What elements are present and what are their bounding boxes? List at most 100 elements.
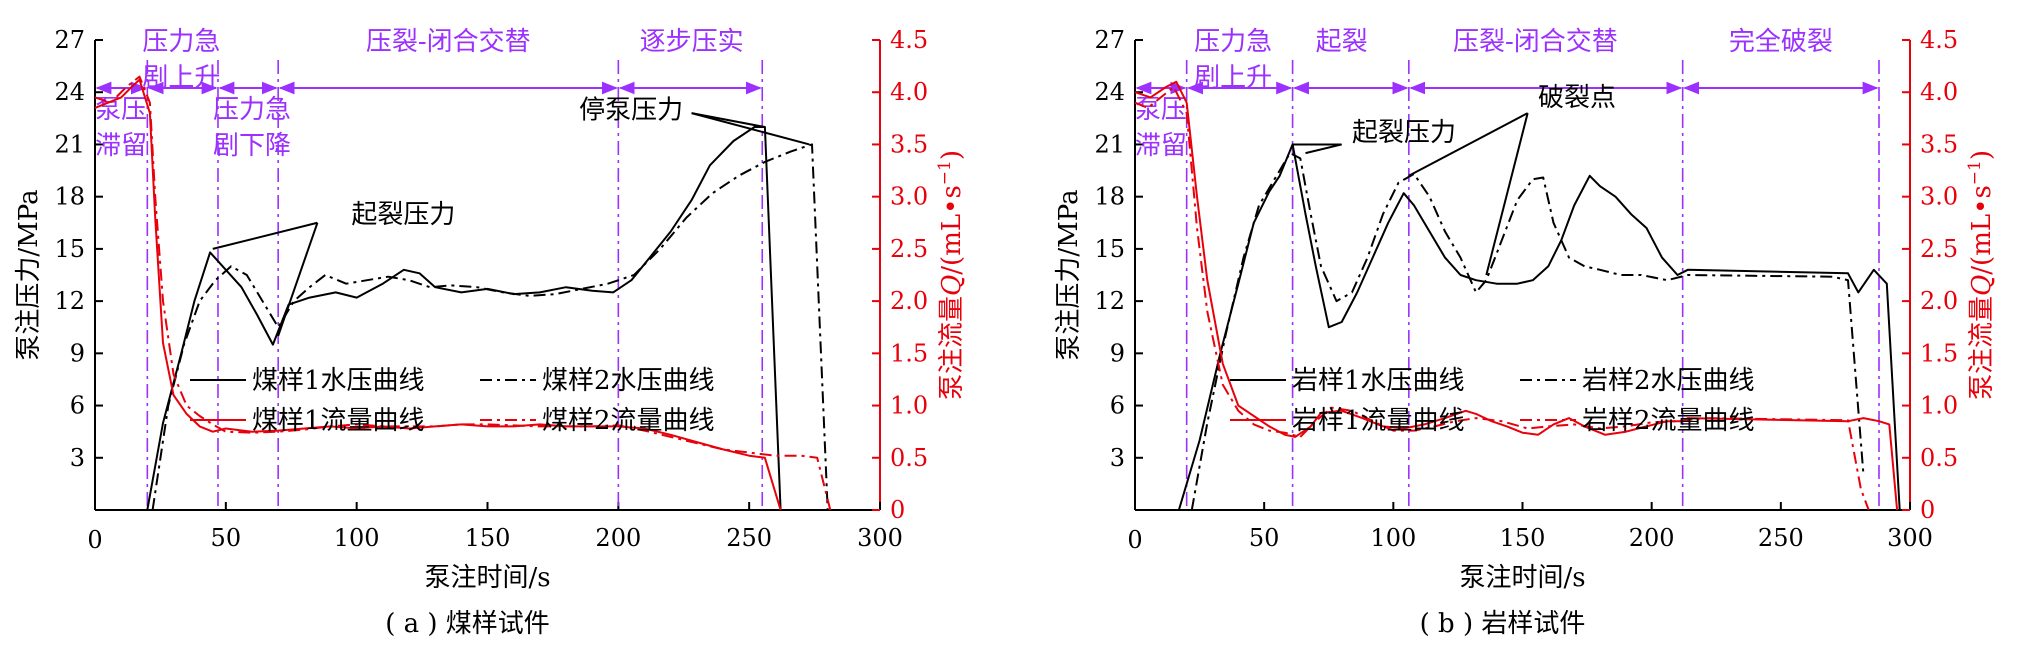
x-tick-label: 300 — [857, 524, 903, 552]
series-line-3 — [1134, 86, 1870, 511]
x-tick-label: 150 — [1500, 524, 1546, 552]
y2-axis-label-part: ) — [937, 150, 967, 160]
y2-axis-label-part: 泵注流量 — [937, 296, 967, 400]
legend-label: 岩样2流量曲线 — [1582, 406, 1755, 436]
y2-tick-label: 2.5 — [890, 235, 928, 263]
y2-tick-label: 2.0 — [1920, 287, 1958, 315]
stage-label-line2: 剧上升 — [142, 63, 220, 93]
legend-label: 煤样1水压曲线 — [252, 366, 425, 396]
y-tick-label: 6 — [1110, 392, 1125, 420]
panel-rock: 0 50 100 150 200 250 300 3 6 9 12 15 18 21 24 27 0 0.5 1.0… — [1054, 26, 1997, 639]
x-tick-label: 150 — [465, 524, 511, 552]
y-axis-label: 泵注压力/MPa — [1054, 189, 1084, 360]
stage-label: 压裂-闭合交替 — [1453, 27, 1618, 57]
y-tick-label: 15 — [54, 235, 85, 263]
y2-tick-label: 1.0 — [1920, 392, 1958, 420]
y2-axis-label: 泵注流量Q/(mL•s−1) — [935, 150, 967, 400]
y2-axis-label-part: Q — [1967, 275, 1997, 296]
y2-tick-label: 1.5 — [1920, 339, 1958, 367]
y2-axis-label-part: −1 — [1965, 160, 1985, 185]
stage-label: 起裂 — [1316, 27, 1368, 57]
x-axis-label: 泵注时间/s — [1459, 563, 1585, 593]
stage-label-line2: 剧上升 — [1194, 63, 1272, 93]
y2-tick-label: 4.0 — [1920, 78, 1958, 106]
y2-tick-label: 3.5 — [1920, 130, 1958, 158]
y2-tick-label: 3.0 — [1920, 183, 1958, 211]
series-line-2 — [94, 78, 782, 511]
y-tick-label: 21 — [54, 130, 85, 158]
y-tick-label: 18 — [54, 183, 85, 211]
y2-tick-label: 4.0 — [890, 78, 928, 106]
y2-tick-label: 1.5 — [890, 339, 928, 367]
y-tick-label: 18 — [1094, 183, 1125, 211]
y2-tick-label: 4.5 — [1920, 26, 1958, 54]
stage-label: 完全破裂 — [1729, 27, 1833, 57]
annotation-label: 起裂压力 — [351, 200, 455, 230]
x-tick-label: 250 — [1758, 524, 1804, 552]
x-tick-label: 100 — [1370, 524, 1416, 552]
y2-axis-label-part: 泵注流量 — [1967, 296, 1997, 400]
x-tick-label: 0 — [1127, 526, 1142, 554]
stage-label-line2: 剧下降 — [213, 131, 291, 161]
y2-tick-label: 0 — [890, 496, 905, 524]
y2-axis-label-part: Q — [937, 275, 967, 296]
stage-label: 压力急 — [213, 95, 291, 125]
stage-label-line2: 滞留 — [95, 131, 147, 161]
y2-tick-label: 1.0 — [890, 392, 928, 420]
annotation-leader — [212, 221, 318, 250]
annotation-leader — [1305, 143, 1342, 155]
panel-caption: ( b ) 岩样试件 — [1420, 609, 1586, 639]
legend-label: 煤样1流量曲线 — [252, 406, 425, 436]
y-tick-label: 12 — [1094, 287, 1125, 315]
series-line-2 — [1134, 80, 1899, 511]
y2-axis-label-part: /(mL•s — [937, 185, 967, 275]
y-tick-label: 15 — [1094, 235, 1125, 263]
y-tick-label: 21 — [1094, 130, 1125, 158]
series-line-3 — [94, 75, 832, 511]
y-tick-label: 6 — [70, 392, 85, 420]
y2-tick-label: 2.0 — [890, 287, 928, 315]
x-tick-label: 100 — [334, 524, 380, 552]
y-tick-label: 27 — [54, 26, 85, 54]
legend-label: 煤样2水压曲线 — [542, 366, 715, 396]
y2-tick-label: 2.5 — [1920, 235, 1958, 263]
y2-tick-label: 3.5 — [890, 130, 928, 158]
legend-label: 煤样2流量曲线 — [542, 406, 715, 436]
legend-label: 岩样1水压曲线 — [1292, 366, 1465, 396]
x-axis-label: 泵注时间/s — [424, 563, 550, 593]
x-tick-label: 0 — [87, 526, 102, 554]
series-line-0 — [1177, 143, 1901, 511]
x-tick-label: 300 — [1887, 524, 1933, 552]
y2-tick-label: 0.5 — [890, 444, 928, 472]
x-tick-label: 250 — [726, 524, 772, 552]
legend-label: 岩样2水压曲线 — [1582, 366, 1755, 396]
stage-label: 泵压 — [1135, 95, 1187, 125]
series-line-1 — [151, 143, 829, 511]
y2-axis-label: 泵注流量Q/(mL•s−1) — [1965, 150, 1997, 400]
y-tick-label: 3 — [70, 444, 85, 472]
y-tick-label: 12 — [54, 287, 85, 315]
y2-tick-label: 0.5 — [1920, 444, 1958, 472]
stage-label: 压力急 — [1194, 27, 1272, 57]
series-line-0 — [146, 126, 782, 511]
y-tick-label: 24 — [54, 78, 85, 106]
annotation-leader — [277, 222, 319, 337]
y-tick-label: 9 — [1110, 339, 1125, 367]
y-axis-label: 泵注压力/MPa — [14, 189, 44, 360]
x-tick-label: 200 — [595, 524, 641, 552]
stage-label: 压力急 — [142, 27, 220, 57]
x-tick-label: 200 — [1629, 524, 1675, 552]
y-tick-label: 27 — [1094, 26, 1125, 54]
annotation-label: 破裂点 — [1538, 83, 1616, 113]
x-tick-label: 50 — [211, 524, 242, 552]
panel-coal: 0 50 100 150 200 250 300 3 6 9 12 15 18 21 24 27 0 0.5 1.0… — [14, 26, 967, 639]
y-tick-label: 24 — [1094, 78, 1125, 106]
stage-label-line2: 滞留 — [1135, 131, 1187, 161]
annotation-label: 停泵压力 — [579, 95, 683, 125]
annotation-leader — [1408, 112, 1529, 177]
legend-label: 岩样1流量曲线 — [1292, 406, 1465, 436]
y2-axis-label-part: /(mL•s — [1967, 185, 1997, 275]
y2-tick-label: 0 — [1920, 496, 1935, 524]
x-tick-label: 50 — [1249, 524, 1280, 552]
